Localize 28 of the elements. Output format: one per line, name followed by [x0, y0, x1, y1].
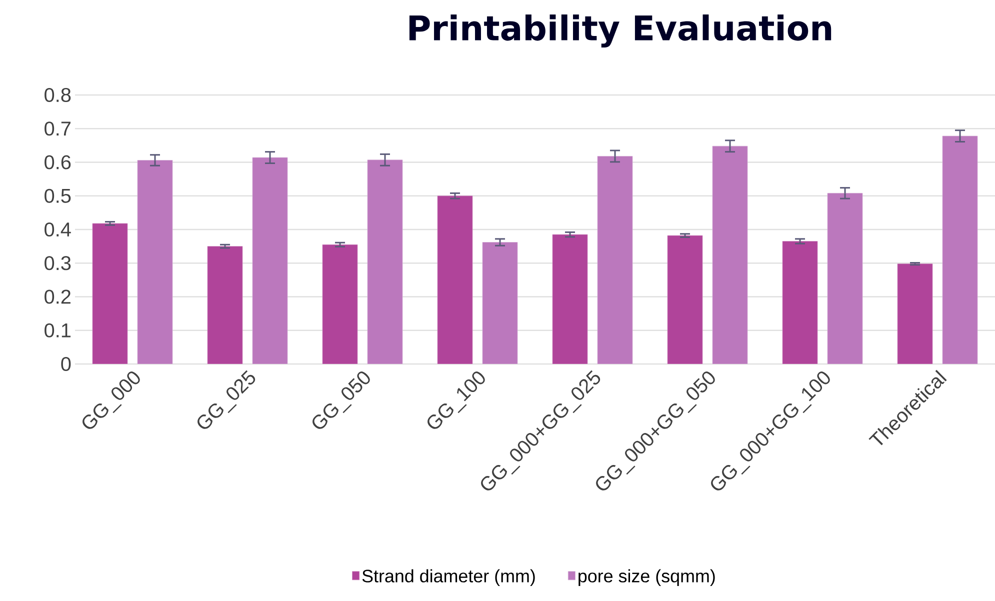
bar [667, 235, 703, 364]
chart-title: Printability Evaluation [409, 14, 832, 48]
bar [252, 157, 288, 364]
y-tick-label: 0.2 [44, 290, 70, 304]
bar [597, 156, 633, 364]
bar [827, 192, 863, 364]
y-tick-label: 0.5 [44, 188, 71, 203]
bar [897, 264, 933, 364]
bar [367, 160, 403, 364]
bar [712, 146, 748, 364]
legend-label: pore size (sqmm) [578, 569, 715, 586]
bar [437, 196, 473, 364]
y-tick-label: 0.1 [44, 323, 71, 338]
bar [942, 136, 978, 364]
bar [552, 234, 588, 364]
bar [92, 223, 128, 364]
y-tick-label: 0.6 [44, 155, 71, 170]
legend-label: Strand diameter (mm) [362, 569, 535, 586]
bar [482, 242, 518, 364]
y-tick-label: 0.8 [44, 88, 71, 102]
y-tick-label: 0 [61, 356, 71, 372]
bar [137, 160, 173, 364]
bar [207, 246, 243, 364]
y-tick-label: 0.4 [44, 222, 71, 237]
y-tick-label: 0.7 [44, 122, 70, 136]
bar [322, 244, 358, 364]
y-tick-label: 0.3 [44, 256, 71, 270]
bar [782, 241, 818, 364]
